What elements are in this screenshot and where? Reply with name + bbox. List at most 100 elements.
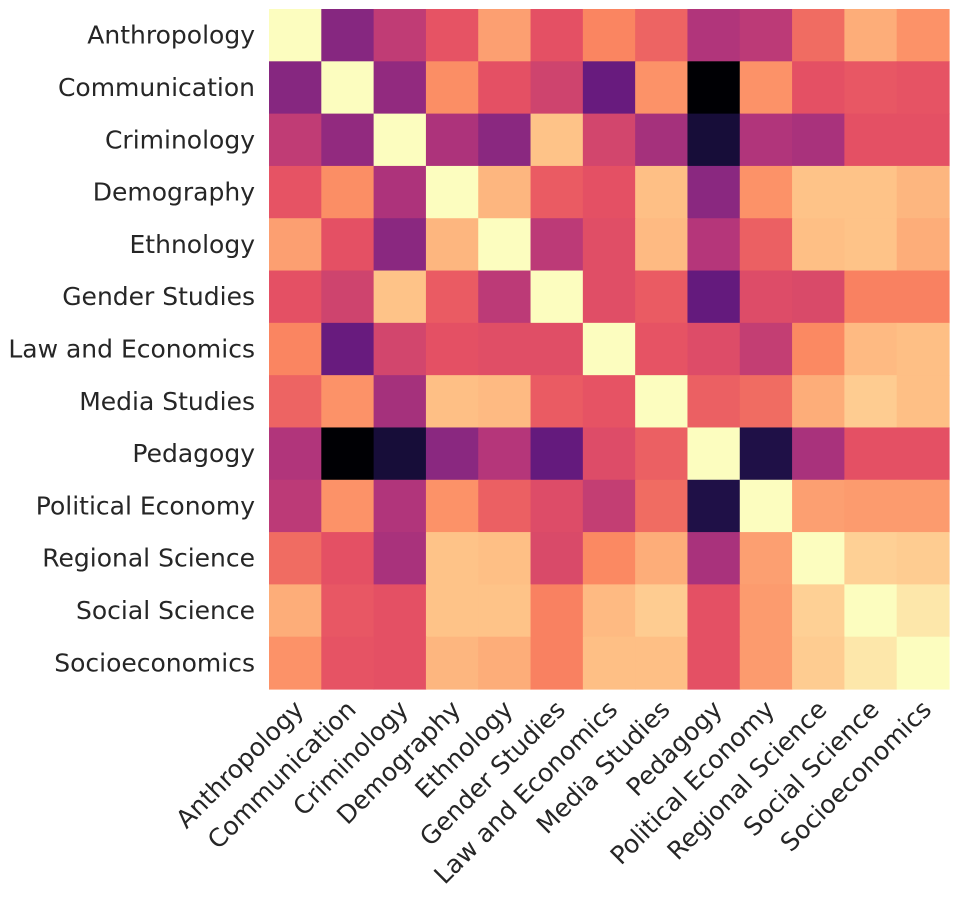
heatmap-cell-7-10	[792, 375, 845, 429]
heatmap-cell-9-2	[373, 479, 427, 533]
heatmap-cell-0-7	[635, 9, 689, 62]
heatmap-cell-2-6	[582, 113, 636, 167]
heatmap-cell-9-6	[582, 479, 636, 533]
heatmap-cell-1-0	[269, 61, 322, 115]
heatmap-cell-8-9	[739, 427, 793, 481]
heatmap-cell-9-12	[896, 479, 950, 533]
heatmap-cell-0-0	[269, 9, 322, 62]
heatmap-cell-3-11	[844, 165, 898, 219]
heatmap-cell-11-1	[321, 584, 375, 638]
heatmap-cell-6-6	[582, 322, 636, 376]
heatmap-cell-9-3	[425, 479, 479, 533]
heatmap-cell-10-8	[687, 532, 741, 585]
heatmap-cell-5-3	[425, 270, 479, 324]
heatmap-cell-4-3	[425, 218, 479, 272]
heatmap-cell-11-5	[530, 584, 584, 638]
heatmap-cell-7-0	[269, 375, 322, 429]
heatmap-cell-0-9	[739, 9, 793, 62]
heatmap-cell-6-4	[478, 322, 532, 376]
heatmap-cell-6-10	[792, 322, 845, 376]
heatmap-cell-10-4	[478, 532, 532, 585]
heatmap-cell-4-1	[321, 218, 375, 272]
heatmap-cell-11-10	[792, 584, 845, 638]
heatmap-cell-8-5	[530, 427, 584, 481]
heatmap-cell-7-5	[530, 375, 584, 429]
heatmap-cell-2-8	[687, 113, 741, 167]
heatmap-cell-2-5	[530, 113, 584, 167]
heatmap-cell-9-5	[530, 479, 584, 533]
heatmap-cell-12-3	[425, 636, 479, 690]
heatmap-cell-9-0	[269, 479, 322, 533]
heatmap-cell-6-7	[635, 322, 689, 376]
heatmap-cell-5-4	[478, 270, 532, 324]
heatmap-cell-1-6	[582, 61, 636, 115]
heatmap-cell-10-2	[373, 532, 427, 585]
heatmap-cell-7-8	[687, 375, 741, 429]
heatmap-cell-1-9	[739, 61, 793, 115]
heatmap-cell-12-7	[635, 636, 689, 690]
heatmap-cell-12-6	[582, 636, 636, 690]
heatmap-cell-10-10	[792, 532, 845, 585]
heatmap-cell-7-11	[844, 375, 898, 429]
heatmap-cell-2-10	[792, 113, 845, 167]
heatmap-cell-0-8	[687, 9, 741, 62]
heatmap-cell-1-4	[478, 61, 532, 115]
heatmap-cell-10-11	[844, 532, 898, 585]
heatmap-cell-7-12	[896, 375, 950, 429]
heatmap-cell-9-7	[635, 479, 689, 533]
heatmap-cell-6-2	[373, 322, 427, 376]
heatmap-cell-6-11	[844, 322, 898, 376]
heatmap-cell-0-4	[478, 9, 532, 62]
heatmap-cell-7-7	[635, 375, 689, 429]
heatmap-cell-12-8	[687, 636, 741, 690]
heatmap-cell-0-6	[582, 9, 636, 62]
heatmap-cell-2-2	[373, 113, 427, 167]
heatmap-cell-8-11	[844, 427, 898, 481]
heatmap-cell-8-0	[269, 427, 322, 481]
heatmap-cell-10-7	[635, 532, 689, 585]
heatmap-cell-11-4	[478, 584, 532, 638]
heatmap-cell-3-9	[739, 165, 793, 219]
y-tick-label: Criminology	[105, 125, 255, 154]
x-tick-labels: AnthropologyCommunicationCriminologyDemo…	[170, 695, 937, 890]
y-tick-label: Communication	[58, 73, 255, 102]
heatmap-cell-1-2	[373, 61, 427, 115]
heatmap-cell-2-0	[269, 113, 322, 167]
heatmap-cell-5-7	[635, 270, 689, 324]
heatmap-cell-11-6	[582, 584, 636, 638]
heatmap-cell-3-8	[687, 165, 741, 219]
heatmap-cell-2-7	[635, 113, 689, 167]
heatmap-cell-4-11	[844, 218, 898, 272]
heatmap-cell-9-11	[844, 479, 898, 533]
heatmap-cell-12-4	[478, 636, 532, 690]
heatmap-cell-0-10	[792, 9, 845, 62]
heatmap-cell-9-9	[739, 479, 793, 533]
heatmap-cells	[269, 9, 950, 690]
heatmap-cell-3-7	[635, 165, 689, 219]
heatmap-cell-4-6	[582, 218, 636, 272]
heatmap-cell-3-5	[530, 165, 584, 219]
heatmap-cell-7-9	[739, 375, 793, 429]
heatmap-cell-9-4	[478, 479, 532, 533]
heatmap-cell-10-0	[269, 532, 322, 585]
y-tick-label: Demography	[93, 178, 255, 207]
heatmap-cell-1-5	[530, 61, 584, 115]
heatmap-cell-1-7	[635, 61, 689, 115]
heatmap-cell-1-12	[896, 61, 950, 115]
heatmap-cell-12-0	[269, 636, 322, 690]
heatmap-cell-12-1	[321, 636, 375, 690]
heatmap-cell-0-12	[896, 9, 950, 62]
y-tick-label: Regional Science	[42, 544, 255, 573]
heatmap-cell-8-3	[425, 427, 479, 481]
heatmap-cell-1-11	[844, 61, 898, 115]
heatmap-cell-6-9	[739, 322, 793, 376]
heatmap-cell-3-6	[582, 165, 636, 219]
heatmap-cell-5-12	[896, 270, 950, 324]
heatmap-cell-3-0	[269, 165, 322, 219]
heatmap-cell-8-6	[582, 427, 636, 481]
heatmap-cell-8-1	[321, 427, 375, 481]
heatmap-cell-12-2	[373, 636, 427, 690]
heatmap-cell-3-2	[373, 165, 427, 219]
heatmap-cell-9-1	[321, 479, 375, 533]
